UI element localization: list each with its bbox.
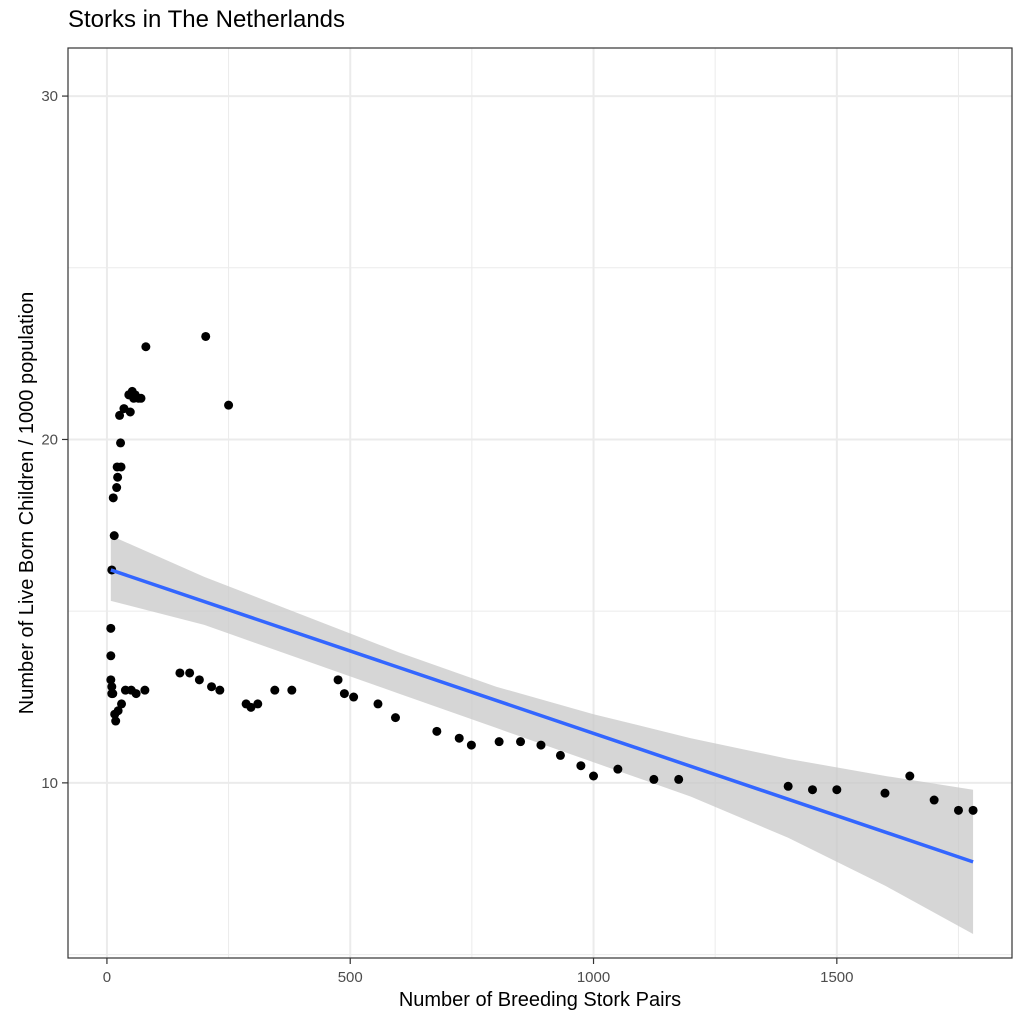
data-point [224,400,234,410]
data-point [454,733,464,743]
data-point [117,699,127,709]
data-point [141,342,151,352]
data-point [929,795,939,805]
data-point [107,682,117,692]
data-point [613,764,623,774]
data-point [108,493,118,503]
x-tick-label: 0 [103,969,111,986]
data-point [207,682,217,692]
chart-title: Storks in The Netherlands [68,6,346,33]
data-point [494,737,504,747]
points-layer [106,331,978,815]
data-point [807,785,817,795]
data-point [880,788,890,798]
data-point [136,393,146,403]
data-point [106,651,116,661]
data-point [113,472,123,482]
confidence-band-layer [110,535,974,934]
data-point [373,699,383,709]
data-point [125,407,135,417]
data-point [131,689,141,699]
data-point [140,685,150,695]
confidence-band [110,535,974,934]
data-point [576,761,586,771]
data-point [109,531,119,541]
x-tick-label: 500 [338,969,363,986]
x-tick-label: 1000 [577,969,610,986]
data-point [674,774,684,784]
data-point [106,623,116,633]
data-point [333,675,343,685]
fit-line-layer [110,568,974,864]
axis-ticks: 0 500 1000 1500 10 20 30 [41,88,853,986]
data-point [432,726,442,736]
data-point [108,689,118,699]
panel-border [67,47,1013,959]
data-point [339,689,349,699]
data-point [111,716,121,726]
y-axis-title: Number of Live Born Children / 1000 popu… [16,292,38,714]
data-point [516,737,526,747]
data-point [201,331,211,341]
data-point [194,675,204,685]
data-point [589,771,599,781]
data-point [390,713,400,723]
regression-line [110,568,974,864]
data-point [106,675,116,685]
y-tick-label: 10 [41,775,58,792]
data-point [536,740,546,750]
data-point [115,410,125,420]
data-point [175,668,185,678]
y-tick-label: 20 [41,431,58,448]
data-point [246,702,256,712]
data-point [905,771,915,781]
x-axis-title: Number of Breeding Stork Pairs [399,989,681,1011]
data-point [832,785,842,795]
data-point [287,685,297,695]
data-point [112,483,122,493]
data-point [113,706,123,716]
data-point [270,685,280,695]
data-point [185,668,195,678]
data-point [215,685,225,695]
data-point [116,438,126,448]
data-point [968,805,978,815]
data-point [253,699,263,709]
data-point [783,781,793,791]
data-point [953,805,963,815]
data-point [649,774,659,784]
x-tick-label: 1500 [820,969,853,986]
y-tick-label: 30 [41,88,58,105]
data-point [555,750,565,760]
data-point [349,692,359,702]
data-point [466,740,476,750]
data-point [116,462,126,472]
